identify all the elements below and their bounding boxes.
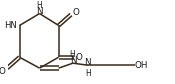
Text: H: H [37,1,42,10]
Text: H: H [85,69,91,78]
Text: H: H [69,50,75,59]
Text: HN: HN [4,21,17,30]
Text: OH: OH [135,61,148,70]
Text: O: O [75,53,82,62]
Text: N: N [36,7,43,16]
Text: N: N [84,58,90,67]
Text: O: O [0,67,6,76]
Text: O: O [72,8,79,17]
Text: N: N [70,56,76,65]
